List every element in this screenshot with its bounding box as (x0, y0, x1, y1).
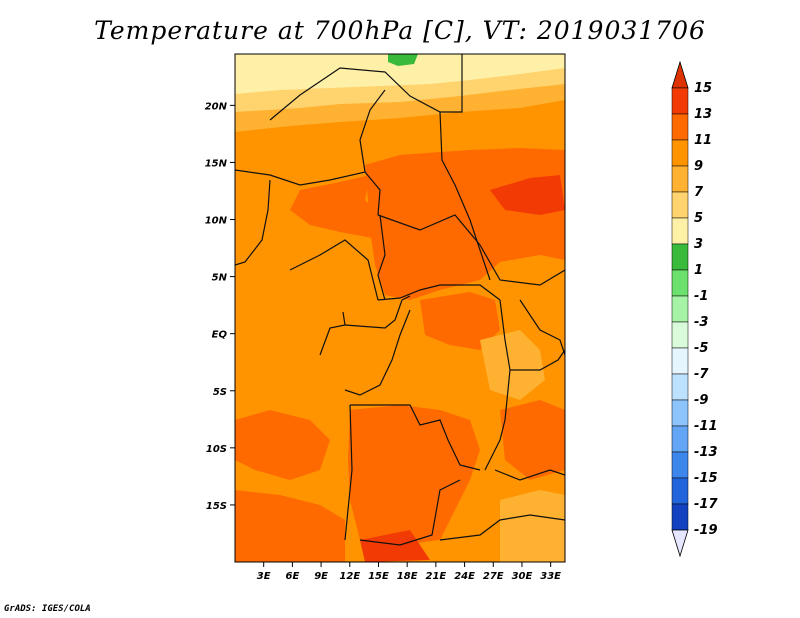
border-congo (344, 295, 411, 329)
colorbar-label: -19 (694, 523, 718, 538)
colorbar-swatch (671, 451, 689, 479)
lon-tick-label: 30E (512, 571, 533, 582)
lon-tick-label: 33E (540, 571, 561, 582)
colorbar-swatch (671, 399, 689, 427)
colorbar-label: 9 (694, 159, 703, 174)
hot-region-angola (348, 405, 480, 545)
map-title: Temperature at 700hPa [C], VT: 201903170… (94, 16, 706, 45)
border-niger-chad (359, 89, 386, 173)
colorbar-label: 3 (694, 237, 703, 252)
border-cameroon-chad (377, 214, 386, 301)
lat-tick-label: 20N (205, 101, 228, 112)
lon-tick-label: 6E (285, 571, 299, 582)
colorbar-label: -11 (694, 419, 718, 434)
colorbar-swatch (671, 139, 689, 167)
warm-region-lakes (480, 330, 545, 400)
colorbar-label: 7 (694, 185, 704, 200)
hot-region-southwest (235, 490, 345, 562)
lat-tick-label: 5N (212, 273, 228, 284)
border-tanzania (510, 349, 565, 371)
border-angola-namibia (359, 479, 461, 546)
border-car (377, 214, 565, 286)
warm-region-southeast (500, 490, 565, 562)
lat-tick-label: 15N (205, 158, 228, 169)
border-zambia-south (439, 514, 565, 541)
very-hot-region-south (360, 530, 430, 562)
border-car-drc (377, 284, 501, 301)
hot-region-east-south (500, 400, 565, 480)
lat-tick-label: EQ (212, 330, 228, 341)
very-hot-region-east (490, 175, 565, 215)
colorbar-swatch (671, 165, 689, 193)
colorbar-label: 15 (694, 81, 712, 96)
lat-tick-label: 5S (213, 387, 227, 398)
colorbar-swatch (671, 113, 689, 141)
border-drc-congo (344, 309, 411, 396)
border-drc-east (484, 299, 511, 471)
cool-band-north (235, 54, 565, 94)
colorbar-swatch (671, 503, 689, 531)
border-sahara (269, 54, 463, 121)
colorbar-label: 11 (694, 133, 712, 148)
latitude-axis: 20N 15N 10N 5N EQ 5S 10S 15S (205, 101, 235, 512)
colorbar-label: -7 (694, 367, 709, 382)
colorbar-label: 13 (694, 107, 712, 122)
colorbar-swatch (671, 321, 689, 349)
colorbar-swatch (671, 295, 689, 323)
green-patch (388, 54, 418, 66)
lat-tick-label: 10N (205, 216, 228, 227)
colorbar-bottom-arrow (671, 529, 689, 558)
lat-tick-label: 15S (206, 501, 227, 512)
border-nigeria-cameroon (289, 239, 379, 301)
border-west-coast (235, 179, 271, 266)
border-angola-west (344, 404, 353, 541)
temperature-field (235, 54, 565, 562)
grads-credit: GrADS: IGES/COLA (4, 604, 91, 614)
colorbar-swatch (671, 269, 689, 297)
colorbar-label: -15 (694, 471, 718, 486)
border-gabon (319, 311, 346, 356)
hot-region-atlantic (235, 410, 330, 480)
border-zambia (494, 469, 565, 481)
colorbar-swatch (671, 217, 689, 245)
map-frame (234, 53, 566, 563)
colorbar-swatch (671, 373, 689, 401)
colorbar-label: -3 (694, 315, 708, 330)
colorbar-swatch (671, 347, 689, 375)
colorbar-top-arrow (671, 60, 689, 89)
lon-tick-label: 24E (454, 571, 475, 582)
lon-tick-label: 9E (314, 571, 328, 582)
colorbar-label: 5 (694, 211, 703, 226)
border-angola-drc (350, 404, 481, 471)
lon-tick-label: 3E (257, 571, 271, 582)
colorbar-swatch (671, 87, 689, 115)
lon-tick-label: 27E (483, 571, 504, 582)
hot-region-congo-north (420, 292, 500, 350)
colorbar-swatch (671, 243, 689, 271)
colorbar-label: -9 (694, 393, 708, 408)
colorbar-swatch (671, 191, 689, 219)
lon-tick-label: 12E (339, 571, 360, 582)
colorbar-swatch (671, 425, 689, 453)
longitude-axis: 3E 6E 9E 12E 15E 18E 21E 24E 27E 30E 33E (257, 562, 561, 582)
lon-tick-label: 15E (368, 571, 389, 582)
colorbar-label: -13 (694, 445, 718, 460)
border-chad-sudan (439, 111, 491, 281)
colorbar: 15 13 11 9 7 5 3 1 -1 -3 -5 -7 -9 -11 -13 -15 -17 -19 (671, 60, 718, 558)
border-uganda-kenya (519, 299, 565, 356)
colorbar-label: -5 (694, 341, 708, 356)
colorbar-label: 1 (694, 263, 703, 278)
lon-tick-label: 18E (397, 571, 418, 582)
lat-tick-label: 10S (206, 444, 227, 455)
colorbar-label: -17 (694, 497, 718, 512)
border-sahel (235, 169, 381, 216)
country-boundaries (235, 54, 565, 546)
colorbar-swatch (671, 477, 689, 505)
colorbar-label: -1 (694, 289, 708, 304)
lon-tick-label: 21E (425, 571, 446, 582)
hot-region-west (290, 175, 380, 238)
